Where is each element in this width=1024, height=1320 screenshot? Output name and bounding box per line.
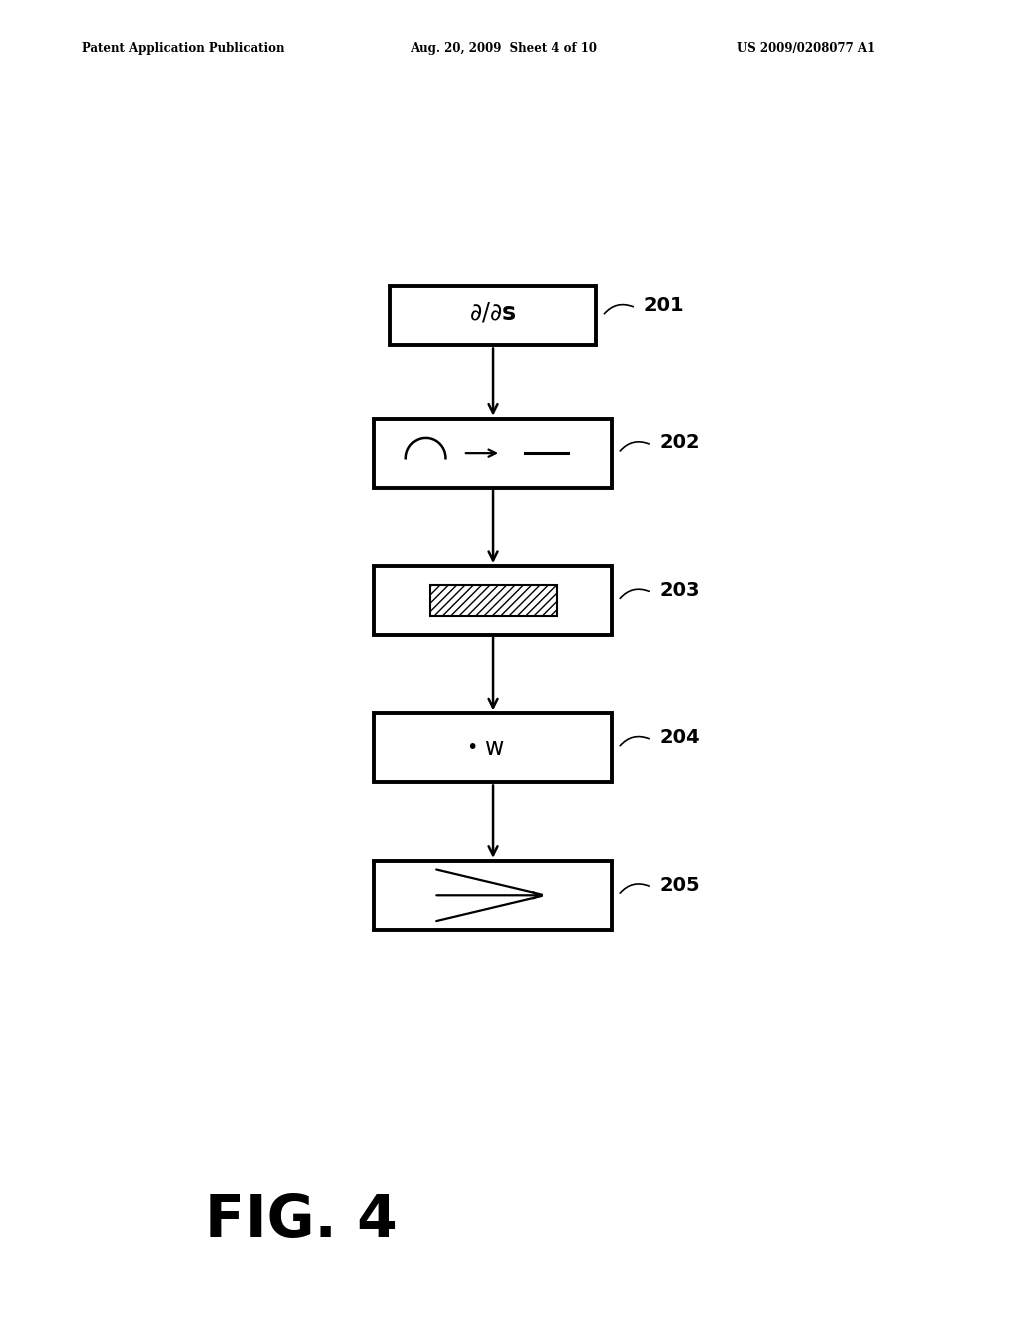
Bar bbox=[374, 418, 612, 487]
Text: US 2009/0208077 A1: US 2009/0208077 A1 bbox=[737, 42, 876, 55]
Text: 204: 204 bbox=[659, 729, 700, 747]
Text: 201: 201 bbox=[644, 296, 684, 315]
Text: $\partial/\partial$$\mathbf{s}$: $\partial/\partial$$\mathbf{s}$ bbox=[469, 301, 517, 325]
Text: 203: 203 bbox=[659, 581, 700, 599]
Text: Patent Application Publication: Patent Application Publication bbox=[82, 42, 285, 55]
Bar bbox=[374, 713, 612, 783]
Text: Aug. 20, 2009  Sheet 4 of 10: Aug. 20, 2009 Sheet 4 of 10 bbox=[410, 42, 597, 55]
Text: •: • bbox=[466, 738, 477, 758]
Bar bbox=[374, 861, 612, 929]
Text: w: w bbox=[485, 737, 505, 760]
Text: 205: 205 bbox=[659, 875, 700, 895]
Text: FIG. 4: FIG. 4 bbox=[205, 1192, 397, 1250]
Bar bbox=[430, 585, 557, 616]
Text: 202: 202 bbox=[659, 433, 700, 453]
Bar bbox=[374, 566, 612, 635]
Bar bbox=[390, 286, 596, 346]
